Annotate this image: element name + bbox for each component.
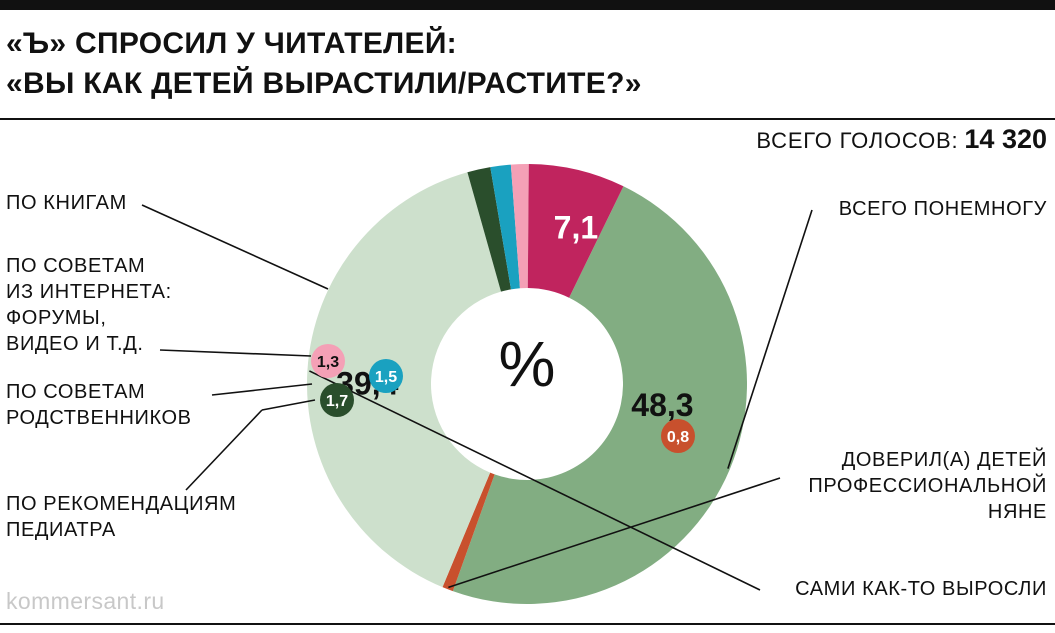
- legend-label-vsego-ponemnogu: ВСЕГО ПОНЕМНОГУ: [838, 198, 1047, 220]
- title-line-2: «ВЫ КАК ДЕТЕЙ ВЫРАСТИЛИ/РАСТИТЕ?»: [6, 67, 642, 100]
- slice-rodstvenniki: [490, 164, 520, 290]
- leader-pediatr-diag: [185, 409, 263, 491]
- legend-label-sami-vyrosli: САМИ КАК-ТО ВЫРОСЛИ: [795, 578, 1047, 600]
- value-badges: 48,339,47,10,81,71,51,3: [311, 210, 695, 453]
- slice-nyanya: [442, 472, 495, 592]
- watermark: kommersant.ru: [6, 588, 165, 614]
- leader-internet: [159, 349, 312, 357]
- legend-label-knigi: ПО КНИГАМ: [6, 192, 127, 214]
- bottom-rule: [0, 623, 1055, 625]
- slice-vsego-ponemnogu: [452, 186, 748, 605]
- value-label-rodstvenniki: 1,5: [375, 369, 397, 386]
- leader-nyanya: [448, 477, 781, 589]
- badge-rodstvenniki: [369, 359, 403, 393]
- leader-rodstvenniki: [211, 383, 313, 396]
- donut-slices: [307, 164, 748, 605]
- leader-pediatr: [261, 399, 316, 411]
- legend-label-internet: ПО СОВЕТАМ ИЗ ИНТЕРНЕТА: ФОРУМЫ, ВИДЕО И…: [6, 255, 172, 355]
- title-line-1: «Ъ» СПРОСИЛ У ЧИТАТЕЛЕЙ:: [6, 27, 457, 60]
- leader-vsego-ponemnogu: [727, 209, 813, 469]
- center-percent-label: %: [499, 328, 556, 400]
- chart-title: «Ъ» СПРОСИЛ У ЧИТАТЕЛЕЙ: «ВЫ КАК ДЕТЕЙ В…: [6, 24, 642, 104]
- title-divider: [0, 118, 1055, 120]
- slice-knigi: [527, 164, 624, 298]
- legend-label-nyanya: ДОВЕРИЛ(А) ДЕТЕЙ ПРОФЕССИОНАЛЬНОЙ НЯНЕ: [808, 449, 1047, 523]
- total-votes-value: 14 320: [964, 124, 1047, 154]
- value-label-pediatr: 1,7: [326, 393, 348, 410]
- slice-sami-vyrosli: [307, 172, 501, 588]
- value-label-nyanya: 0,8: [667, 429, 689, 446]
- slice-internet: [510, 164, 529, 289]
- top-rule: [0, 0, 1055, 10]
- total-votes-label: ВСЕГО ГОЛОСОВ:: [756, 128, 959, 153]
- value-label-knigi: 7,1: [554, 210, 598, 246]
- total-votes: ВСЕГО ГОЛОСОВ: 14 320: [756, 124, 1047, 155]
- slice-pediatr: [467, 167, 511, 292]
- badge-nyanya: [661, 419, 695, 453]
- leader-knigi: [141, 204, 329, 290]
- leader-lines: [141, 204, 813, 591]
- legend-label-pediatr: ПО РЕКОМЕНДАЦИЯМ ПЕДИАТРА: [6, 493, 237, 541]
- leader-sami-vyrosli: [309, 370, 761, 591]
- legend-label-rodstvenniki: ПО СОВЕТАМ РОДСТВЕННИКОВ: [6, 381, 192, 429]
- badge-pediatr: [320, 383, 354, 417]
- value-label-internet: 1,3: [317, 354, 339, 371]
- value-label-vsego-ponemnogu: 48,3: [631, 387, 693, 423]
- badge-internet: [311, 344, 345, 378]
